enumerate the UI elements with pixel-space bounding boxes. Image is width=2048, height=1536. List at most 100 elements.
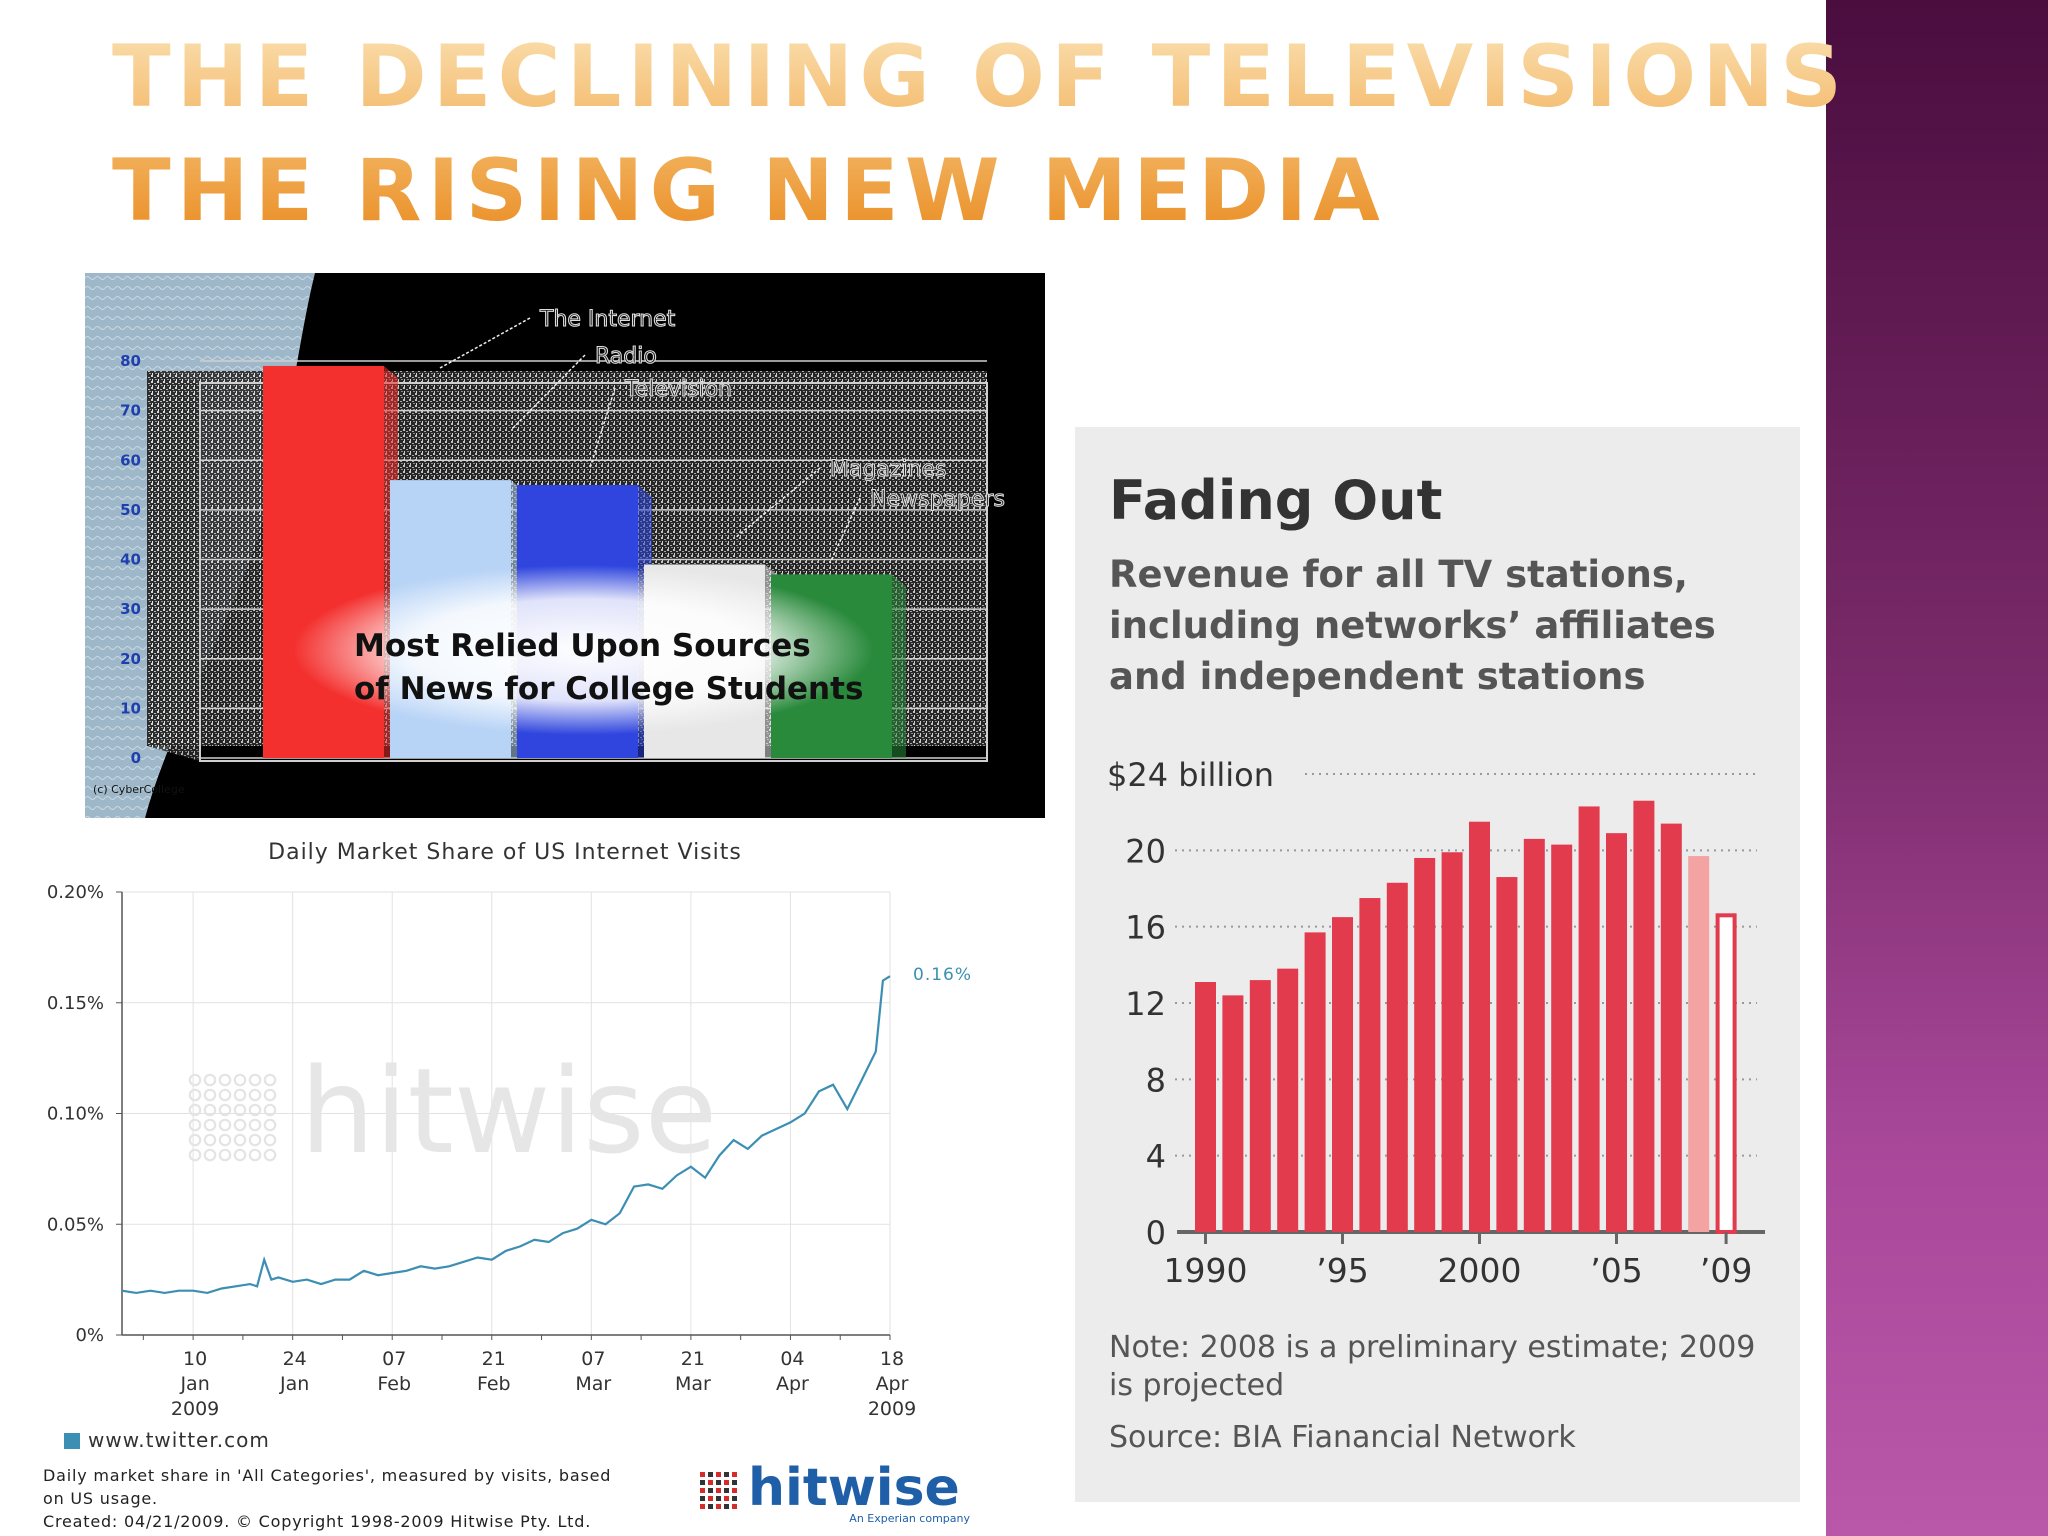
twitter-series-line bbox=[121, 975, 891, 1295]
news-chart-title-line-2: of News for College Students bbox=[354, 671, 863, 707]
fading-out-y-tick-label: 20 bbox=[1125, 832, 1166, 870]
news-category-label: Magazines bbox=[830, 457, 947, 482]
hitwise-logo-dot bbox=[716, 1496, 721, 1501]
fading-out-source: Source: BIA Fianancial Network bbox=[1109, 1420, 1576, 1455]
news-y-tick-label: 60 bbox=[120, 451, 141, 469]
watermark-dot bbox=[203, 1073, 217, 1087]
twitter-x-axis: 10 Jan 2009 24 Jan 07 Feb 21 Feb 07 Mar 21 Mar 04 Apr 1… bbox=[142, 1335, 916, 1420]
twitter-y-axis: 0% 0.05% 0.10% 0.15% 0.20% bbox=[47, 882, 122, 1346]
fading-out-x-tick-label: ’95 bbox=[1316, 1251, 1368, 1290]
twitter-y-tick-label: 0% bbox=[75, 1325, 104, 1346]
twitter-y-tick-label: 0.05% bbox=[47, 1214, 104, 1235]
news-category-label: Television bbox=[624, 377, 732, 402]
watermark-dot bbox=[233, 1148, 247, 1162]
twitter-footnote-line-1: Daily market share in 'All Categories', … bbox=[43, 1466, 611, 1485]
hitwise-logo-dot bbox=[716, 1488, 721, 1493]
fading-out-bar bbox=[1469, 821, 1490, 1232]
hitwise-logo-dot bbox=[716, 1472, 721, 1477]
twitter-x-tick-label: Feb bbox=[377, 1373, 411, 1395]
watermark-dot bbox=[233, 1118, 247, 1132]
hitwise-logo-dot bbox=[708, 1480, 713, 1485]
hitwise-logo-dot bbox=[708, 1504, 713, 1509]
twitter-share-chart: Daily Market Share of US Internet Visits… bbox=[43, 840, 971, 1531]
twitter-x-tick-label: 21 bbox=[681, 1348, 705, 1370]
side-decor-band bbox=[1826, 0, 2048, 1536]
watermark-dot bbox=[248, 1073, 262, 1087]
hitwise-logo-dot bbox=[708, 1488, 713, 1493]
fading-out-bar bbox=[1660, 823, 1682, 1232]
hitwise-logo-dot bbox=[732, 1472, 737, 1477]
twitter-chart-title: Daily Market Share of US Internet Visits bbox=[268, 840, 742, 865]
twitter-footnote-line-3: Created: 04/21/2009. © Copyright 1998-20… bbox=[43, 1512, 591, 1531]
fading-out-bar bbox=[1195, 982, 1216, 1232]
watermark-dot bbox=[248, 1103, 262, 1117]
hitwise-logo-dot bbox=[700, 1496, 705, 1501]
hitwise-logo-dot bbox=[700, 1472, 705, 1477]
news-y-tick-label: 70 bbox=[120, 402, 141, 420]
news-category-label: The Internet bbox=[539, 307, 676, 332]
watermark-dot bbox=[233, 1133, 247, 1147]
news-y-tick-label: 0 bbox=[131, 749, 141, 767]
fading-out-bar bbox=[1222, 995, 1244, 1232]
twitter-y-tick-label: 0.20% bbox=[47, 882, 104, 903]
news-y-tick-label: 20 bbox=[120, 650, 141, 668]
hitwise-logo-dot bbox=[700, 1488, 705, 1493]
fading-out-bar bbox=[1332, 917, 1353, 1232]
fading-out-bar bbox=[1277, 968, 1299, 1232]
watermark-dot bbox=[218, 1103, 232, 1117]
watermark-dot bbox=[218, 1133, 232, 1147]
fading-out-y-tick-label: 12 bbox=[1125, 985, 1166, 1023]
hitwise-watermark: hitwise bbox=[300, 1042, 717, 1180]
twitter-footnote-line-2: on US usage. bbox=[43, 1489, 158, 1508]
news-category-callouts: The Internet Radio Television Magazines News… bbox=[439, 306, 1005, 564]
hitwise-tagline: An Experian company bbox=[849, 1512, 970, 1525]
watermark-dot bbox=[263, 1148, 277, 1162]
fading-out-bars bbox=[1195, 800, 1737, 1234]
legend-swatch bbox=[64, 1433, 80, 1449]
hitwise-logo-dot bbox=[732, 1496, 737, 1501]
fading-out-chart: Fading Out Revenue for all TV stations, … bbox=[1075, 427, 1800, 1502]
fading-out-x-axis: 1990 ’95 2000 ’05 ’09 bbox=[1164, 1232, 1752, 1290]
fading-out-x-tick-label: 1990 bbox=[1164, 1251, 1248, 1290]
watermark-dot bbox=[218, 1088, 232, 1102]
news-category-label: Radio bbox=[595, 344, 657, 369]
fading-out-bar bbox=[1441, 852, 1463, 1232]
watermark-dot bbox=[203, 1088, 217, 1102]
hitwise-logo-dot bbox=[700, 1504, 705, 1509]
fading-out-y-axis: 0 4 8 12 16 20 $24 billion bbox=[1107, 756, 1274, 1252]
watermark-dot bbox=[263, 1088, 277, 1102]
watermark-dot bbox=[263, 1118, 277, 1132]
watermark-dot bbox=[248, 1088, 262, 1102]
watermark-dot bbox=[233, 1088, 247, 1102]
watermark-dot bbox=[203, 1148, 217, 1162]
slide-title-line-1: The Declining of Televisions bbox=[112, 27, 1849, 127]
hitwise-logo-dot bbox=[716, 1480, 721, 1485]
watermark-dot bbox=[248, 1133, 262, 1147]
news-sources-chart: 0 10 20 30 40 50 60 70 80 The Internet Radio Telev… bbox=[85, 273, 1045, 818]
news-y-tick-label: 40 bbox=[120, 551, 141, 569]
watermark-dot bbox=[188, 1148, 202, 1162]
hitwise-logo-dot bbox=[724, 1488, 729, 1493]
fading-out-bar bbox=[1414, 857, 1436, 1232]
fading-out-y-tick-label: 16 bbox=[1125, 909, 1166, 947]
hitwise-logo-dot bbox=[732, 1504, 737, 1509]
fading-out-bar bbox=[1359, 898, 1381, 1232]
watermark-dot bbox=[233, 1103, 247, 1117]
hitwise-logo-dot bbox=[716, 1504, 721, 1509]
fading-out-bar bbox=[1249, 980, 1271, 1232]
fading-out-x-tick-label: 2000 bbox=[1438, 1251, 1522, 1290]
twitter-x-tick-label: 10 bbox=[183, 1348, 207, 1370]
fading-out-bar bbox=[1386, 882, 1408, 1232]
fading-out-title: Fading Out bbox=[1109, 469, 1442, 532]
hitwise-brand: hitwise bbox=[748, 1458, 960, 1518]
news-chart-credit: (c) CyberCollege bbox=[93, 783, 185, 796]
hitwise-logo-dot bbox=[732, 1488, 737, 1493]
fading-out-bar bbox=[1633, 800, 1655, 1232]
news-y-axis: 0 10 20 30 40 50 60 70 80 bbox=[120, 352, 141, 767]
news-y-tick-label: 30 bbox=[120, 600, 141, 618]
fading-out-subtitle-line-1: Revenue for all TV stations, bbox=[1109, 553, 1688, 596]
news-callout-line bbox=[512, 354, 586, 429]
twitter-x-tick-label: Jan bbox=[179, 1373, 209, 1395]
twitter-x-tick-label: 07 bbox=[581, 1348, 605, 1370]
fading-out-y-tick-label: 8 bbox=[1146, 1061, 1166, 1099]
